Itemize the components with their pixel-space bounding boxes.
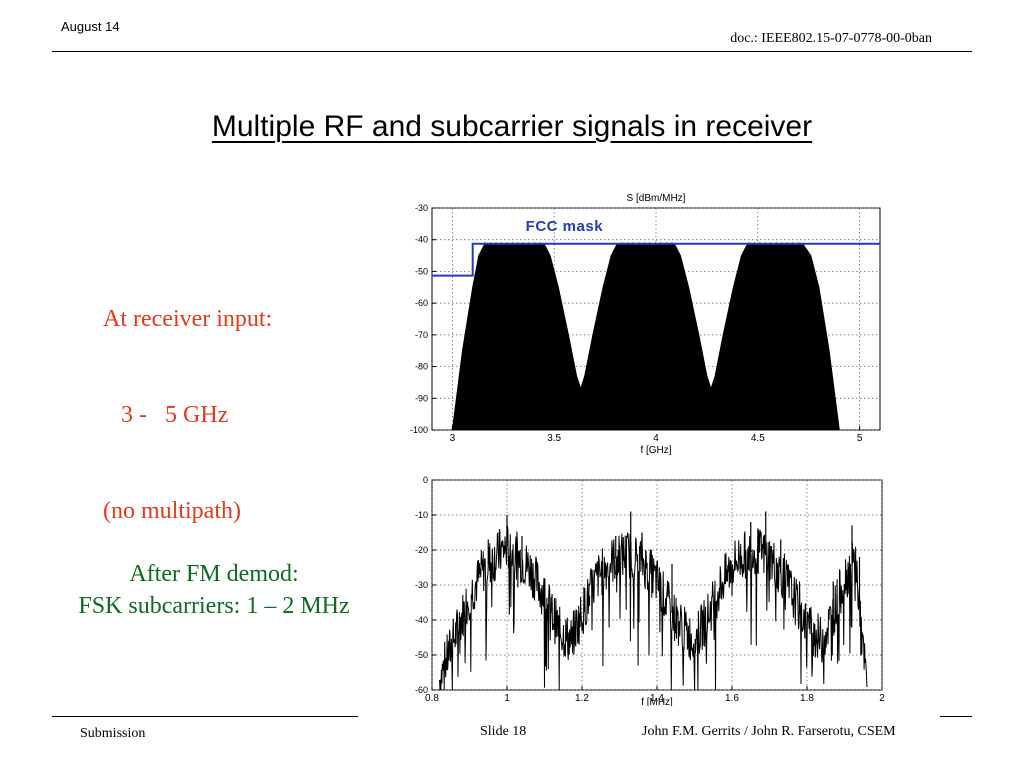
x-tick-label: 4.5 xyxy=(751,433,765,444)
header-divider xyxy=(52,51,972,52)
demod-text: After FM demod: FSK subcarriers: 1 – 2 M… xyxy=(34,558,394,622)
y-tick-label: -60 xyxy=(415,298,428,308)
y-tick-label: -100 xyxy=(410,425,428,435)
x-axis-label: f [GHz] xyxy=(640,445,671,456)
demod-line: FSK subcarriers: 1 – 2 MHz xyxy=(78,593,350,619)
x-tick-label: 1.6 xyxy=(725,693,739,704)
footer-divider-right xyxy=(940,716,972,717)
receiver-input-text: At receiver input: 3 - 5 GHz (no multipa… xyxy=(103,239,272,559)
rf-spectrum-chart: 3 3.5 4 4.5 5 -30 -40 -50 -60 -70 -80 -90 -100 FCC ma… xyxy=(410,193,881,456)
y-tick-label: -60 xyxy=(415,685,428,695)
spectrum-area xyxy=(451,243,840,431)
y-tick-label: -50 xyxy=(415,650,428,660)
header-doc-id: doc.: IEEE802.15-07-0778-00-0ban xyxy=(730,31,932,46)
y-tick-label: -50 xyxy=(415,266,428,276)
footer-divider-left xyxy=(52,716,358,717)
receiver-input-line: (no multipath) xyxy=(103,498,241,524)
x-tick-label: 2 xyxy=(879,693,885,704)
y-tick-label: -40 xyxy=(415,615,428,625)
fm-demod-spectrum-chart: 0.8 1 1.2 1.4 1.6 1.8 2 0 -10 -20 -30 -40 -50 -60 f [M… xyxy=(415,475,885,706)
footer-submission: Submission xyxy=(80,726,146,741)
x-tick-label: 5 xyxy=(857,433,863,444)
y-tick-label: -90 xyxy=(415,393,428,403)
x-tick-label: 1.2 xyxy=(575,693,589,704)
x-tick-label: 3 xyxy=(450,433,456,444)
x-tick-label: 3.5 xyxy=(547,433,561,444)
receiver-input-line: 3 - 5 GHz xyxy=(103,402,229,428)
y-tick-label: -10 xyxy=(415,510,428,520)
slide-title: Multiple RF and subcarrier signals in re… xyxy=(0,110,1024,144)
slide-title-text: Multiple RF and subcarrier signals in re… xyxy=(211,110,813,143)
y-tick-label: -30 xyxy=(415,203,428,213)
chart-title: S [dBm/MHz] xyxy=(627,193,686,204)
fcc-mask-label: FCC mask xyxy=(526,218,604,235)
receiver-input-line: At receiver input: xyxy=(103,306,273,332)
x-tick-label: 0.8 xyxy=(425,693,439,704)
header-date: August 14 xyxy=(61,19,120,34)
footer-slide-number: Slide 18 xyxy=(480,724,527,739)
y-tick-label: -30 xyxy=(415,580,428,590)
footer-authors: John F.M. Gerrits / John R. Farserotu, C… xyxy=(642,724,896,739)
y-tick-label: -80 xyxy=(415,362,428,372)
x-tick-label: 1.4 xyxy=(650,693,664,704)
x-axis-label: f [MHz] xyxy=(641,697,673,706)
x-tick-label: 1.8 xyxy=(800,693,814,704)
x-tick-label: 1 xyxy=(504,693,510,704)
x-tick-label: 4 xyxy=(653,433,659,444)
y-tick-label: -70 xyxy=(415,330,428,340)
demod-line: After FM demod: xyxy=(129,561,299,587)
demod-spectrum-line xyxy=(439,524,868,691)
y-tick-label: 0 xyxy=(423,475,428,485)
y-tick-label: -40 xyxy=(415,235,428,245)
fcc-mask-line xyxy=(432,242,880,277)
y-tick-label: -20 xyxy=(415,545,428,555)
